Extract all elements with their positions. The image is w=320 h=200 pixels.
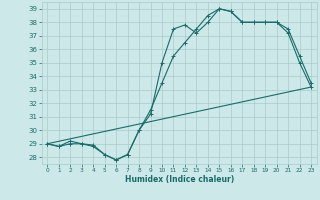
X-axis label: Humidex (Indice chaleur): Humidex (Indice chaleur) xyxy=(124,175,234,184)
